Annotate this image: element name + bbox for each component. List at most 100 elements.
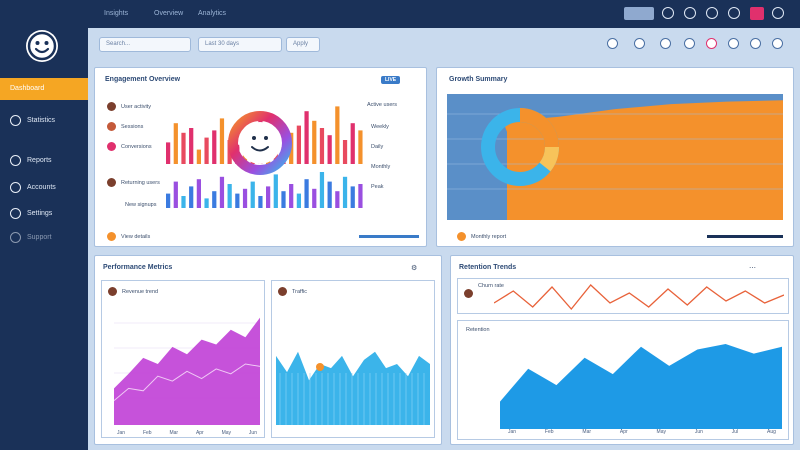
bar — [266, 186, 271, 208]
search-button[interactable] — [624, 7, 654, 20]
circle-icon — [10, 154, 21, 166]
share-icon[interactable] — [684, 38, 695, 49]
x-tick-label: Feb — [544, 429, 554, 435]
avatar — [108, 287, 117, 296]
revenue-area-chart — [114, 317, 260, 425]
settings-icon[interactable] — [684, 7, 696, 19]
list-item[interactable]: User activity — [121, 104, 151, 110]
churn-subpanel: Churn rate — [457, 278, 789, 314]
sidebar-item-reports[interactable]: Reports — [10, 153, 52, 167]
progress-bar — [707, 235, 783, 238]
retention-subpanel: Retention Jan Feb Mar Apr May Jun Jul Aug — [457, 320, 789, 440]
sidebar-item-support[interactable]: Support — [10, 230, 52, 244]
line-series — [494, 284, 784, 311]
bar — [204, 137, 209, 164]
smiley-logo-icon[interactable] — [26, 30, 58, 62]
bar — [204, 198, 209, 208]
sidebar-item-settings[interactable]: Settings — [10, 206, 52, 220]
panel-title: Engagement Overview — [105, 76, 181, 83]
right-label: Monthly — [371, 164, 391, 170]
bar — [258, 196, 263, 208]
bar — [189, 128, 194, 164]
bar — [289, 184, 294, 208]
orange-area-chart — [447, 100, 783, 220]
bar — [304, 111, 309, 164]
revenue-subpanel: Revenue trend — [101, 280, 265, 438]
bar — [335, 191, 340, 208]
breadcrumb-item[interactable]: Overview — [154, 10, 184, 17]
bar — [173, 181, 178, 208]
bar — [219, 176, 225, 208]
apply-button[interactable]: Apply — [286, 37, 320, 52]
avatar — [107, 178, 116, 187]
footer-link[interactable]: View details — [121, 234, 151, 240]
avatar — [278, 287, 287, 296]
list-item[interactable]: Returning users — [121, 180, 160, 186]
sidebar-item-accounts[interactable]: Accounts — [10, 180, 56, 194]
x-tick-label: Aug — [767, 429, 776, 435]
bar-chart — [166, 106, 363, 208]
download-icon[interactable] — [728, 38, 739, 49]
bar — [273, 174, 278, 208]
subpanel-title: Traffic — [292, 289, 307, 295]
sidebar-item-statistics[interactable]: Statistics — [10, 113, 55, 127]
circle-icon — [10, 114, 21, 126]
bar — [189, 186, 194, 208]
avatar — [107, 102, 116, 111]
settings-icon[interactable]: ⚙ — [411, 265, 418, 272]
x-tick-label: Jan — [508, 429, 517, 435]
retention-panel: Retention Trends ⋯ Churn rate Retention … — [450, 255, 794, 445]
line-series — [114, 363, 260, 401]
area-series — [500, 344, 782, 429]
chat-button[interactable] — [750, 7, 764, 20]
avatar — [107, 142, 116, 151]
filter-icon[interactable] — [634, 38, 645, 49]
avatar — [464, 289, 473, 298]
bar — [235, 193, 240, 208]
growth-chart-area — [447, 94, 783, 220]
circle-icon — [10, 231, 21, 243]
bar — [181, 132, 186, 164]
panel-title: Retention Trends — [459, 264, 517, 271]
bar — [319, 128, 325, 164]
bar — [219, 118, 225, 164]
breadcrumb-item[interactable]: Analytics — [198, 10, 227, 17]
panel-title: Performance Metrics — [103, 264, 173, 271]
bar — [281, 191, 286, 208]
list-item[interactable]: Conversions — [121, 144, 152, 150]
menu-icon[interactable] — [772, 7, 784, 19]
panel-title: Growth Summary — [449, 76, 508, 83]
x-tick-label: Feb — [142, 430, 152, 436]
footer-link[interactable]: Monthly report — [471, 234, 507, 240]
x-tick-label: Mar — [582, 429, 592, 435]
alert-icon[interactable] — [706, 38, 717, 49]
help-icon[interactable] — [706, 7, 718, 19]
bell-icon[interactable] — [662, 7, 674, 19]
x-tick-label: May — [656, 429, 666, 435]
list-item[interactable]: New signups — [125, 202, 157, 208]
print-icon[interactable] — [750, 38, 761, 49]
bar — [350, 123, 355, 164]
sidebar: Dashboard Statistics Reports Accounts Se… — [0, 0, 88, 450]
bar — [296, 125, 301, 164]
bar — [250, 181, 255, 208]
bar — [227, 184, 232, 208]
list-item[interactable]: Sessions — [121, 124, 144, 130]
sidebar-item-label: Dashboard — [10, 85, 45, 92]
live-badge: LIVE — [381, 76, 401, 84]
more-icon[interactable] — [772, 38, 783, 49]
sidebar-item-dashboard[interactable]: Dashboard — [0, 78, 88, 100]
right-label: Weekly — [371, 124, 389, 130]
date-range-select[interactable]: Last 30 days — [198, 37, 282, 52]
user-icon[interactable] — [728, 7, 740, 19]
bar — [242, 188, 248, 208]
circle-icon — [10, 181, 21, 193]
breadcrumb-item[interactable]: Insights — [104, 10, 129, 17]
bar — [166, 142, 171, 164]
edit-icon[interactable] — [607, 38, 618, 49]
refresh-icon[interactable] — [660, 38, 671, 49]
x-tick-label: Jun — [694, 429, 703, 435]
more-icon[interactable]: ⋯ — [749, 265, 756, 272]
search-input[interactable]: Search... — [99, 37, 191, 52]
bar — [166, 193, 171, 208]
